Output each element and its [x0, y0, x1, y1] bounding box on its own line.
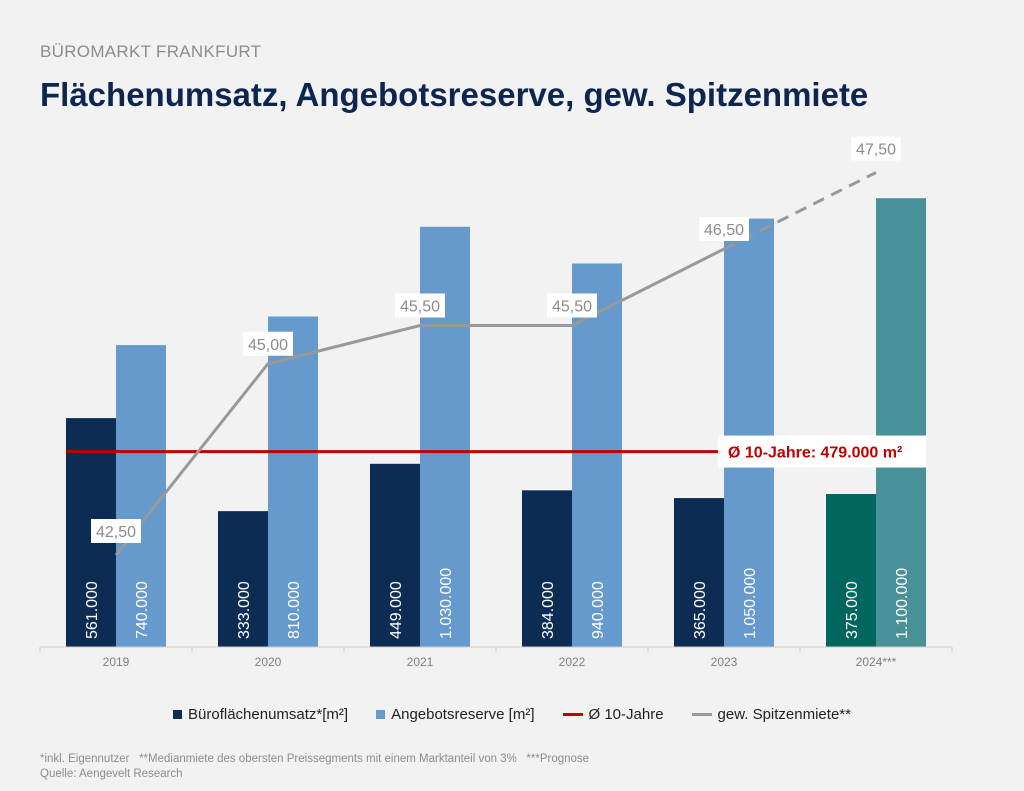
supertitle: BÜROMARKT FRANKFURT: [40, 42, 262, 61]
bar-angebot-3: [572, 263, 622, 647]
bar-label-umsatz-2: 449.000: [388, 581, 405, 639]
legend-swatch-rent: [691, 713, 712, 716]
bar-label-angebot-0: 740.000: [134, 581, 151, 639]
bar-label-angebot-3: 940.000: [590, 581, 607, 639]
rent-label-5: 47,50: [856, 142, 896, 159]
footnote-notes: *inkl. Eigennutzer **Medianmiete des obe…: [40, 753, 590, 765]
rent-label-0: 42,50: [96, 524, 136, 541]
legend-swatch-angebot: [376, 710, 386, 719]
reference-label-box: [718, 435, 926, 468]
rent-label-box-1: [243, 331, 293, 356]
x-tick-label-3: 2022: [559, 655, 586, 669]
rent-label-box-0: [91, 519, 141, 543]
rent-label-box-5: [851, 136, 901, 161]
bar-umsatz-4: [674, 498, 724, 647]
x-tick-label-0: 2019: [103, 655, 130, 669]
x-tick-label-4: 2023: [711, 655, 738, 669]
rent-line-forecast: [723, 171, 877, 251]
bar-label-umsatz-0: 561.000: [84, 581, 101, 639]
legend-label-rent: gew. Spitzenmiete**: [717, 706, 851, 723]
page-title: Flächenumsatz, Angebotsreserve, gew. Spi…: [40, 76, 869, 113]
bar-label-umsatz-3: 384.000: [540, 581, 557, 639]
legend-item-rent: gew. Spitzenmiete**: [691, 706, 851, 723]
bar-angebot-0: [116, 345, 166, 647]
rent-label-3: 45,50: [552, 299, 592, 316]
rent-label-2: 45,50: [400, 299, 440, 316]
legend-swatch-average: [562, 713, 583, 716]
bar-umsatz-2: [370, 463, 420, 647]
legend-label-angebot: Angebotsreserve [m²]: [391, 706, 535, 723]
bar-angebot-1: [268, 316, 318, 647]
rent-label-box-2: [395, 293, 445, 318]
bar-label-umsatz-5: 375.000: [844, 581, 861, 639]
bar-label-angebot-4: 1.050.000: [742, 568, 759, 639]
rent-label-box-4: [699, 217, 749, 241]
bar-umsatz-5: [826, 494, 876, 647]
legend-label-average: Ø 10-Jahre: [588, 706, 664, 723]
legend-item-angebot: Angebotsreserve [m²]: [376, 706, 535, 723]
x-tick-label-2: 2021: [407, 655, 434, 669]
rent-label-4: 46,50: [704, 222, 744, 239]
bar-label-umsatz-1: 333.000: [236, 581, 253, 639]
bar-label-angebot-1: 810.000: [286, 581, 303, 639]
legend-swatch-umsatz: [173, 710, 183, 719]
rent-label-box-3: [547, 293, 597, 318]
bar-angebot-5: [876, 198, 926, 647]
bar-label-angebot-5: 1.100.000: [894, 568, 911, 639]
bar-angebot-4: [724, 218, 774, 647]
bar-umsatz-3: [522, 490, 572, 647]
bar-label-umsatz-4: 365.000: [692, 581, 709, 639]
legend: Büroflächenumsatz*[m²] Angebotsreserve […: [0, 706, 1024, 723]
reference-label: Ø 10-Jahre: 479.000 m²: [728, 445, 902, 462]
footnote-source: Quelle: Aengevelt Research: [40, 768, 183, 780]
legend-item-average: Ø 10-Jahre: [562, 706, 664, 723]
footnote: *inkl. Eigennutzer **Medianmiete des obe…: [40, 752, 589, 782]
legend-item-umsatz: Büroflächenumsatz*[m²]: [173, 706, 348, 723]
x-tick-label-1: 2020: [255, 655, 282, 669]
bar-umsatz-1: [218, 511, 268, 647]
legend-label-umsatz: Büroflächenumsatz*[m²]: [188, 706, 349, 723]
x-tick-label-5: 2024***: [856, 655, 897, 669]
bar-label-angebot-2: 1.030.000: [438, 568, 455, 639]
rent-line: [114, 247, 725, 556]
rent-label-1: 45,00: [248, 337, 288, 354]
